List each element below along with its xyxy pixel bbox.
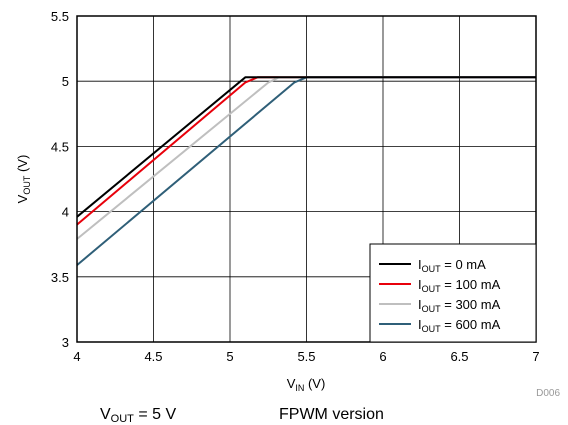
x-tick-label: 6.5 <box>450 349 468 364</box>
y-tick-label: 4 <box>62 205 69 220</box>
x-tick-labels: 4 4.5 5 5.5 6 6.5 7 <box>73 349 539 364</box>
legend-label-sub: OUT <box>422 324 442 334</box>
legend-label: IOUT = 0 mA <box>418 257 486 274</box>
x-tick-label: 7 <box>532 349 539 364</box>
figure-code: D006 <box>536 388 560 399</box>
vout-vs-vin-chart: 4 4.5 5 5.5 6 6.5 7 3 3.5 4 4.5 5 5.5 VIN (V) VOUT … <box>15 9 560 399</box>
y-tick-label: 3.5 <box>51 270 69 285</box>
legend-label-rest: = 600 mA <box>441 317 501 332</box>
legend-label-main: I <box>418 257 422 272</box>
legend-label-main: I <box>418 297 422 312</box>
y-tick-labels: 3 3.5 4 4.5 5 5.5 <box>51 9 69 350</box>
x-tick-label: 5.5 <box>297 349 315 364</box>
x-tick-label: 4.5 <box>144 349 162 364</box>
y-axis-label: VOUT (V) <box>15 155 32 204</box>
x-tick-label: 5 <box>226 349 233 364</box>
x-tick-label: 4 <box>73 349 80 364</box>
caption-version: FPWM version <box>279 406 384 423</box>
x-axis-label: VIN (V) <box>287 376 326 393</box>
y-tick-label: 3 <box>62 335 69 350</box>
legend-label-main: I <box>418 317 422 332</box>
legend-label-sub: OUT <box>422 264 442 274</box>
legend-box <box>369 243 537 343</box>
legend-label: IOUT = 100 mA <box>418 277 501 294</box>
caption-condition: VOUT = 5 V <box>100 406 177 425</box>
legend-label-main: I <box>418 277 422 292</box>
y-tick-label: 5.5 <box>51 9 69 24</box>
y-tick-label: 4.5 <box>51 139 69 154</box>
legend-label: IOUT = 300 mA <box>418 297 501 314</box>
legend-label-rest: = 300 mA <box>441 297 501 312</box>
plot-frame <box>76 15 537 343</box>
x-tick-label: 6 <box>379 349 386 364</box>
legend-label-rest: = 100 mA <box>441 277 501 292</box>
series-lines <box>76 76 536 266</box>
legend-label-rest: = 0 mA <box>441 257 486 272</box>
legend-label-sub: OUT <box>422 304 442 314</box>
y-tick-label: 5 <box>62 74 69 89</box>
legend-label-sub: OUT <box>422 284 442 294</box>
series-line <box>76 76 536 218</box>
legend-label: IOUT = 600 mA <box>418 317 501 334</box>
